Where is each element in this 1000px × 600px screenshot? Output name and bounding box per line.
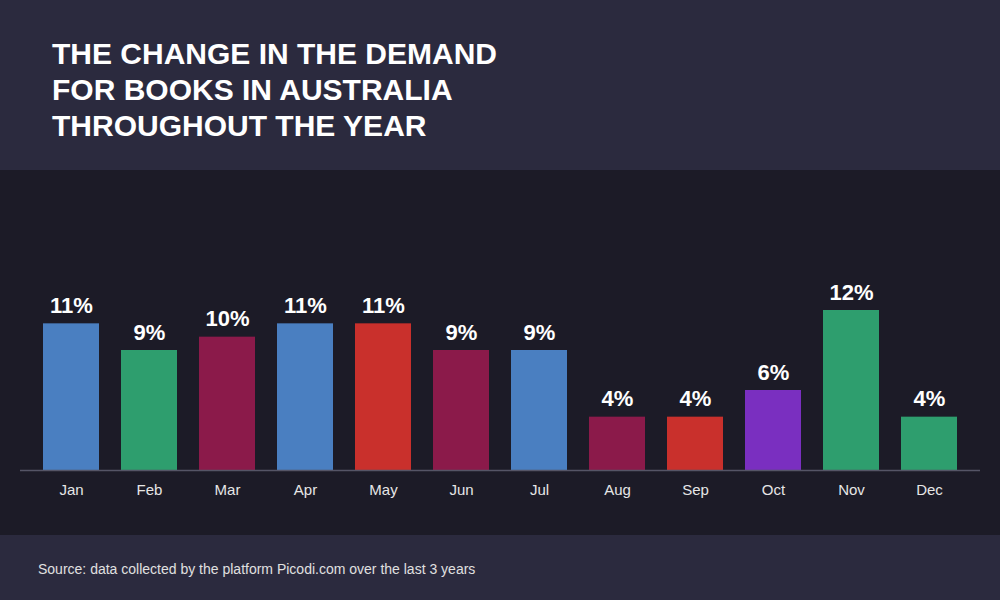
svg-text:4%: 4% [680, 386, 712, 411]
svg-text:Apr: Apr [294, 481, 317, 498]
svg-text:Sep: Sep [682, 481, 709, 498]
svg-text:11%: 11% [284, 293, 327, 318]
svg-text:4%: 4% [914, 386, 946, 411]
svg-text:11%: 11% [50, 293, 93, 318]
svg-text:May: May [369, 481, 398, 498]
html-text:THE CHANGE IN THE DEMAND FOR B: THE CHANGE IN THE DEMAND FOR BOOKS IN AU… [52, 37, 497, 142]
svg-text:6%: 6% [758, 360, 790, 385]
svg-text:Jul: Jul [530, 481, 549, 498]
svg-text:12%: 12% [829, 280, 873, 305]
svg-text:4%: 4% [602, 386, 634, 411]
svg-text:Mar: Mar [215, 481, 241, 498]
svg-text:Jan: Jan [59, 481, 83, 498]
svg-text:Jun: Jun [449, 481, 473, 498]
svg-text:Dec: Dec [916, 481, 943, 498]
svg-text:11%: 11% [362, 293, 405, 318]
svg-text:9%: 9% [446, 320, 478, 345]
svg-text:Feb: Feb [137, 481, 163, 498]
svg-text:9%: 9% [134, 320, 166, 345]
svg-text:9%: 9% [524, 320, 556, 345]
svg-text:Oct: Oct [762, 481, 786, 498]
svg-text:Nov: Nov [838, 481, 865, 498]
html-text:Source: data collected by the: Source: data collected by the platform P… [38, 561, 476, 577]
svg-text:Aug: Aug [604, 481, 631, 498]
svg-text:10%: 10% [205, 306, 249, 331]
